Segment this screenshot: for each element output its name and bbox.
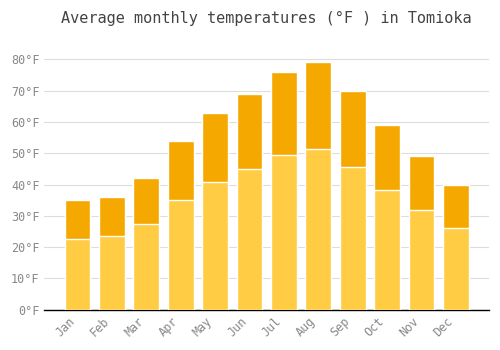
Bar: [443, 184, 468, 310]
Bar: [340, 91, 365, 167]
Bar: [202, 112, 228, 310]
Bar: [374, 125, 400, 190]
Bar: [374, 125, 400, 310]
Bar: [134, 178, 159, 224]
Bar: [236, 94, 262, 169]
Bar: [202, 112, 228, 182]
Bar: [64, 200, 90, 310]
Bar: [271, 72, 297, 310]
Bar: [168, 141, 194, 200]
Bar: [340, 91, 365, 310]
Bar: [168, 141, 194, 310]
Title: Average monthly temperatures (°F ) in Tomioka: Average monthly temperatures (°F ) in To…: [62, 11, 472, 26]
Bar: [99, 197, 125, 237]
Bar: [236, 94, 262, 310]
Bar: [306, 62, 331, 149]
Bar: [99, 197, 125, 310]
Bar: [443, 184, 468, 228]
Bar: [408, 156, 434, 310]
Bar: [408, 156, 434, 210]
Bar: [306, 62, 331, 310]
Bar: [134, 178, 159, 310]
Bar: [271, 72, 297, 155]
Bar: [64, 200, 90, 238]
